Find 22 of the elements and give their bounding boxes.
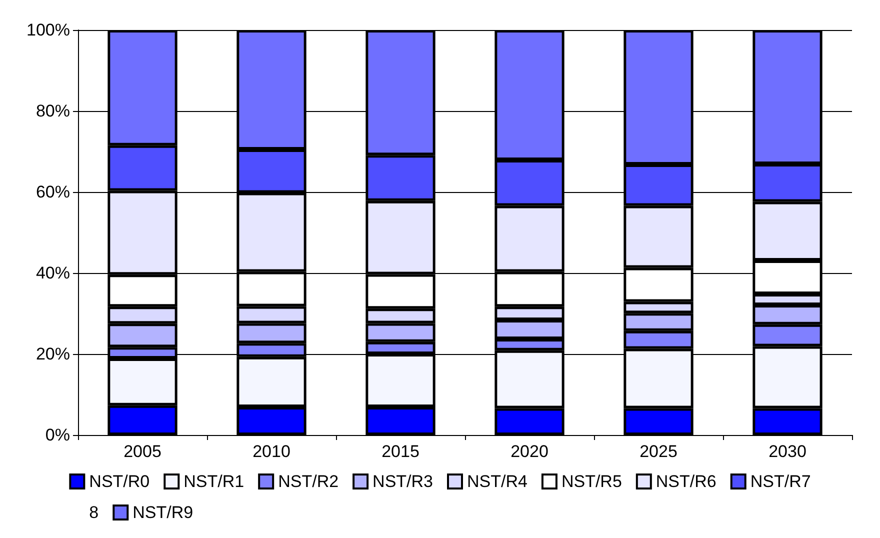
- legend-label: NST/R7: [750, 472, 811, 491]
- x-tick-label: 2005: [124, 442, 162, 461]
- legend-label: NST/R6: [656, 472, 716, 491]
- y-tick-label: 100%: [26, 20, 70, 40]
- legend-label: NST/R2: [278, 472, 339, 491]
- y-tick-label: 80%: [36, 102, 70, 120]
- legend-label: NST/R9: [132, 503, 194, 522]
- x-tick-label: 2010: [252, 442, 290, 461]
- x-tick-label: 2030: [768, 442, 806, 461]
- legend-label: NST/R5: [561, 472, 622, 491]
- y-tick-label: 0%: [45, 426, 70, 444]
- x-tick-label: 2025: [640, 442, 678, 461]
- y-tick-label: 40%: [36, 264, 70, 282]
- text: 8: [89, 503, 99, 522]
- legend-label: NST/R0: [89, 472, 150, 491]
- y-tick-label: 20%: [36, 344, 70, 364]
- legend-label: NST/R4: [467, 472, 528, 491]
- legend-label: NST/R1: [184, 472, 244, 491]
- y-tick-label: 60%: [36, 182, 70, 202]
- x-tick-label: 2020: [510, 442, 548, 461]
- legend-label: NST/R3: [372, 472, 434, 491]
- x-tick-label: 2015: [382, 442, 420, 461]
